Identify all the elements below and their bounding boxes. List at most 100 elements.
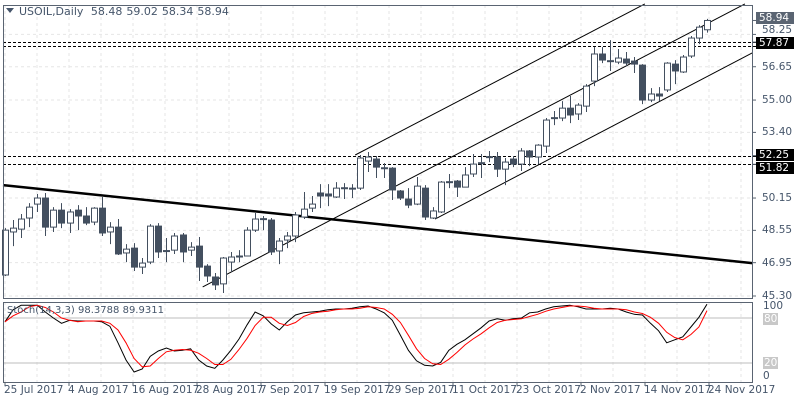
chart-header: USOIL,Daily 58.48 59.02 58.34 58.94 [6, 5, 233, 18]
bearish-candle [672, 63, 679, 72]
bullish-candle [462, 174, 469, 188]
bullish-candle [535, 144, 542, 158]
bullish-candle [228, 256, 235, 263]
bullish-candle [91, 207, 98, 223]
bullish-candle [260, 218, 267, 221]
bullish-candle [26, 206, 33, 219]
stoch-label: Stoch(14,3,3) [7, 305, 75, 316]
bullish-candle [591, 53, 598, 82]
bullish-candle [438, 181, 445, 213]
bearish-candle [623, 58, 630, 64]
bullish-candle [244, 229, 251, 257]
price-tick: 50.15 [762, 192, 793, 205]
bullish-candle [67, 211, 74, 224]
bullish-candle [10, 227, 17, 233]
date-label: 29 Sep 2017 [388, 384, 455, 396]
date-label: 2 Nov 2017 [580, 384, 641, 396]
date-label: 23 Oct 2017 [516, 384, 581, 396]
bearish-candle [99, 207, 106, 234]
date-label: 11 Oct 2017 [452, 384, 517, 396]
bullish-candle [341, 187, 348, 190]
price-tick: 58.25 [762, 24, 793, 36]
bullish-candle [292, 214, 299, 237]
bullish-candle [147, 225, 154, 263]
date-label: 28 Aug 2017 [196, 384, 264, 396]
bearish-candle [656, 93, 663, 97]
level-label: 57.87 [756, 37, 794, 49]
price-tick: 56.65 [762, 60, 793, 73]
bullish-candle [301, 208, 308, 218]
bearish-candle [526, 150, 533, 158]
bearish-candle [494, 156, 501, 170]
bearish-candle [373, 158, 380, 168]
bullish-candle [648, 93, 655, 101]
channel-middle-line [202, 3, 746, 288]
bullish-candle [680, 56, 687, 73]
bullish-candle [220, 257, 227, 285]
bullish-candle [171, 235, 178, 251]
bullish-candle [107, 226, 114, 233]
bearish-candle [599, 53, 606, 61]
bullish-candle [333, 187, 340, 198]
stoch-tick: 0 [763, 370, 770, 382]
bullish-candle [139, 262, 146, 268]
date-label: 4 Aug 2017 [68, 384, 129, 396]
bullish-candle [50, 209, 57, 228]
ohlc-close: 58.94 [197, 5, 229, 18]
bearish-candle [196, 245, 203, 268]
bearish-candle [454, 180, 461, 188]
bearish-candle [42, 197, 49, 228]
stoch-k-value: 98.3788 [78, 305, 120, 316]
level-label: 52.25 [756, 149, 794, 161]
bearish-candle [58, 209, 65, 224]
bullish-candle [470, 163, 477, 175]
stoch-header: Stoch(14,3,3) 98.3788 89.9311 [7, 305, 164, 316]
ohlc-low: 58.34 [161, 5, 194, 18]
stoch-level-label: 20 [763, 357, 779, 369]
stoch-tick: 100 [763, 300, 784, 312]
ohlc-open: 58.48 [90, 5, 123, 18]
bullish-candle [543, 119, 550, 147]
bullish-candle [2, 229, 9, 276]
bearish-candle [422, 187, 429, 218]
main-chart-frame [3, 5, 753, 299]
stoch-k-line [4, 303, 708, 373]
bullish-candle [276, 240, 283, 252]
date-label: 19 Sep 2017 [324, 384, 391, 396]
bearish-candle [180, 234, 187, 253]
bullish-candle [583, 85, 590, 107]
bearish-candle [567, 107, 574, 116]
bullish-candle [607, 60, 614, 63]
date-label: 7 Sep 2017 [260, 384, 320, 396]
bullish-candle [446, 181, 453, 184]
ohlc-high: 59.02 [126, 5, 158, 18]
bullish-candle [551, 117, 558, 120]
bullish-candle [559, 107, 566, 119]
dropdown-triangle-icon[interactable] [6, 8, 14, 13]
current-price-label: 58.94 [756, 12, 794, 24]
bullish-candle [518, 150, 525, 165]
bullish-candle [284, 235, 291, 241]
bullish-candle [188, 246, 195, 251]
bullish-candle [365, 156, 372, 162]
bearish-candle [204, 265, 211, 277]
bearish-candle [389, 167, 396, 191]
channel-upper-line [354, 3, 646, 156]
bullish-candle [688, 37, 695, 57]
stoch-d-value: 89.9311 [122, 305, 164, 316]
bullish-candle [252, 218, 259, 231]
price-tick: 46.95 [762, 256, 793, 269]
bullish-candle [486, 156, 493, 159]
bearish-candle [397, 190, 404, 199]
bearish-candle [268, 219, 275, 253]
bearish-candle [317, 192, 324, 197]
bearish-candle [325, 193, 332, 197]
descending-trendline-line [2, 183, 753, 265]
bullish-candle [478, 162, 485, 165]
date-label: 25 Jul 2017 [4, 384, 64, 396]
bearish-candle [639, 64, 646, 101]
bullish-candle [704, 19, 711, 31]
bearish-candle [155, 225, 162, 253]
